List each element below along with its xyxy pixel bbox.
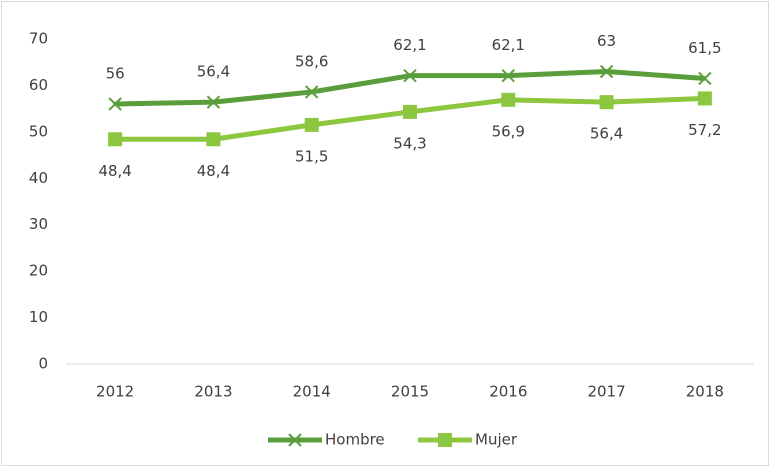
marker [697,91,712,106]
marker [403,68,417,83]
data-label: 48,4 [98,162,131,180]
marker [305,85,319,99]
data-label: 63 [597,32,616,50]
x-tick-label: 2015 [391,383,429,401]
x-tick-label: 2014 [293,383,331,401]
data-label: 48,4 [197,162,230,180]
legend-label: Hombre [325,431,385,449]
x-tick-label: 2018 [686,383,724,401]
data-label: 56 [106,65,125,83]
data-label: 62,1 [492,36,525,54]
marker [108,132,123,147]
marker [599,64,614,79]
marker [599,95,614,110]
marker [501,68,515,83]
x-tick-label: 2013 [194,383,232,401]
y-tick-label: 0 [38,355,48,373]
x-tick-label: 2012 [96,383,134,401]
data-label: 62,1 [393,36,426,54]
y-tick-label: 40 [29,169,48,187]
x-tick-label: 2016 [489,383,527,401]
y-tick-label: 10 [29,308,48,326]
legend-label: Mujer [475,431,518,449]
marker [438,433,452,447]
marker [304,117,319,132]
data-label: 56,4 [590,125,623,143]
marker [206,132,221,147]
data-label: 57,2 [688,121,721,139]
marker [288,433,302,447]
data-label: 58,6 [295,52,328,70]
marker [698,71,712,86]
data-label: 54,3 [393,134,426,152]
marker [108,97,122,111]
y-tick-label: 70 [29,30,48,48]
y-tick-label: 50 [29,122,48,140]
data-label: 56,9 [492,122,525,140]
x-tick-label: 2017 [587,383,625,401]
marker [501,92,516,107]
marker [206,95,221,109]
data-label: 56,4 [197,63,230,81]
y-tick-label: 20 [29,262,48,280]
data-label: 51,5 [295,147,328,165]
y-tick-label: 60 [29,76,48,94]
data-label: 61,5 [688,39,721,57]
y-tick-label: 30 [29,215,48,233]
marker [403,104,417,119]
